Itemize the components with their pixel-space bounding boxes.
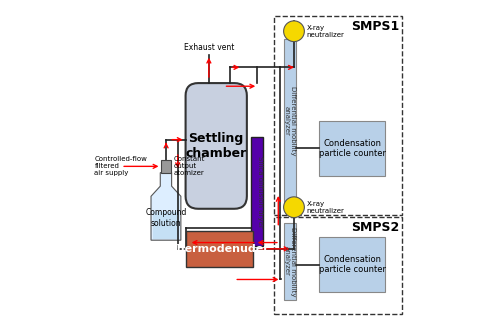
- Text: Silica diffusion dryer: Silica diffusion dryer: [258, 156, 264, 227]
- Bar: [319, 237, 385, 292]
- Text: Condensation
particle counter: Condensation particle counter: [318, 139, 386, 158]
- FancyBboxPatch shape: [186, 83, 247, 209]
- Text: Condensation
particle counter: Condensation particle counter: [318, 255, 386, 274]
- Text: Thermodenuder: Thermodenuder: [170, 244, 269, 254]
- Bar: [284, 223, 296, 300]
- Text: X-ray
neutralizer: X-ray neutralizer: [307, 25, 344, 38]
- Text: Differential mobility
analyzer: Differential mobility analyzer: [284, 86, 296, 156]
- Text: Compound
solution: Compound solution: [146, 208, 186, 228]
- Bar: [250, 137, 262, 247]
- Polygon shape: [152, 212, 180, 239]
- Text: SMPS1: SMPS1: [351, 20, 400, 33]
- Bar: [284, 39, 296, 203]
- Bar: [162, 160, 171, 173]
- Text: SMPS2: SMPS2: [351, 221, 400, 234]
- Circle shape: [284, 21, 304, 42]
- Text: X-ray
neutralizer: X-ray neutralizer: [307, 201, 344, 214]
- Bar: [274, 16, 402, 215]
- Polygon shape: [151, 173, 181, 240]
- Text: Controlled-flow
filtered
air supply: Controlled-flow filtered air supply: [94, 156, 148, 176]
- Text: Differential mobility
analyzer: Differential mobility analyzer: [284, 227, 296, 296]
- Text: Exhaust vent: Exhaust vent: [184, 43, 234, 52]
- Bar: [274, 217, 402, 314]
- Circle shape: [284, 197, 304, 217]
- Bar: [186, 231, 253, 267]
- Text: Constant
output
atomizer: Constant output atomizer: [174, 156, 204, 176]
- Bar: [319, 121, 385, 176]
- Text: Settling
chamber: Settling chamber: [186, 132, 247, 160]
